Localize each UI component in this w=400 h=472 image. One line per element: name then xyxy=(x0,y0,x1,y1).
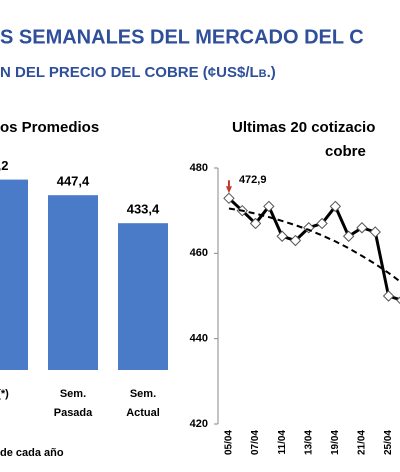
annotation: 472,9 xyxy=(239,174,267,186)
x-tick-label: Sem. Actual xyxy=(126,388,160,419)
chart-title: cobre xyxy=(325,143,366,160)
annotation-arrow xyxy=(225,186,232,194)
slide-title: S SEMANALES DEL MERCADO DEL C xyxy=(0,26,364,48)
x-tick-label: 11/04 xyxy=(277,430,288,455)
value-label: ,2 xyxy=(0,158,8,173)
x-tick-label: 13/04 xyxy=(303,430,314,455)
trend-line xyxy=(228,207,400,283)
x-tick-label: Sem. Pasada xyxy=(54,388,93,419)
point xyxy=(223,192,235,205)
price-line xyxy=(227,197,400,302)
y-tick-label: 440 xyxy=(190,333,208,345)
y-tick-label: 420 xyxy=(190,418,208,430)
point xyxy=(396,296,400,305)
point xyxy=(316,217,328,230)
point xyxy=(289,234,302,247)
chart-title: Ultimas 20 cotizacio xyxy=(232,119,375,136)
chart-title: os Promedios xyxy=(0,119,99,136)
footnote: de cada año xyxy=(0,447,64,459)
value-label: 447,4 xyxy=(57,174,90,189)
y-tick-label: 480 xyxy=(190,162,208,174)
y-tick-label: 460 xyxy=(190,247,208,259)
point xyxy=(329,200,342,213)
bar xyxy=(0,179,28,370)
point xyxy=(263,200,275,213)
point xyxy=(249,217,262,230)
bar xyxy=(48,195,98,370)
x-tick-label: 21/04 xyxy=(357,430,368,455)
point xyxy=(369,226,381,238)
x-tick-label: 05/04 xyxy=(224,430,235,455)
x-tick-label: 25/04 xyxy=(383,430,394,455)
x-tick-label: 07/04 xyxy=(250,430,261,455)
x-tick-label: (*) xyxy=(0,388,9,400)
point xyxy=(382,290,395,302)
point xyxy=(342,230,355,242)
value-label: 433,4 xyxy=(127,202,160,217)
x-tick-label: 19/04 xyxy=(330,430,341,455)
point xyxy=(356,222,368,234)
bar xyxy=(118,223,168,370)
slide-subtitle: N DEL PRECIO DEL COBRE (¢US$/Lb.) xyxy=(0,64,276,81)
point xyxy=(276,230,288,242)
